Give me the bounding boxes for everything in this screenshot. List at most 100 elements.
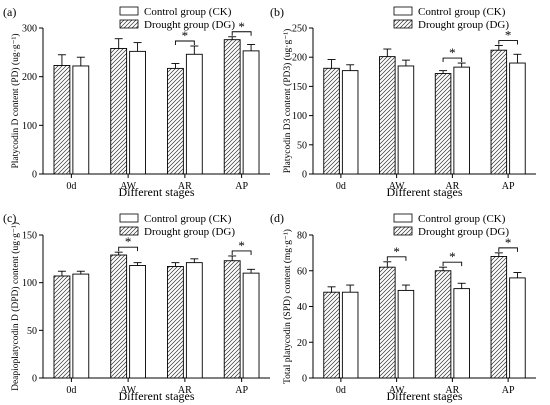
y-tick-label: 150 (22, 231, 37, 242)
y-tick-label: 0 (302, 374, 307, 385)
y-tick-label: 50 (27, 326, 37, 337)
y-tick-label: 100 (292, 111, 307, 122)
x-tick-label: AR (178, 385, 192, 396)
legend-label: Drought group (DG) (418, 226, 509, 238)
x-axis-label: Different stages (118, 185, 194, 199)
y-tick-label: 200 (292, 53, 307, 64)
x-axis-label: Different stages (118, 389, 194, 403)
legend: Control group (CK)Drought group (DG) (393, 213, 509, 238)
x-tick-label: 0d (66, 385, 76, 396)
chart-panel-c: (c) Control group (CK)Drought group (DG) 0… (3, 211, 270, 403)
bar-control-AR (185, 53, 203, 175)
x-axis-label: Different stages (386, 389, 462, 403)
significance-marker: * (505, 28, 512, 43)
legend-label: Drought group (DG) (144, 226, 235, 238)
panel-label: (a) (3, 5, 16, 19)
x-tick-label: AW (389, 385, 405, 396)
legend-label: Drought group (DG) (418, 19, 509, 31)
bar-control-AW (397, 65, 415, 175)
panel-label: (d) (270, 211, 284, 225)
legend-label: Control group (CK) (144, 6, 232, 18)
significance-marker: * (238, 238, 245, 253)
bar-drought-0d (323, 67, 340, 175)
significance-bracket (442, 261, 463, 267)
x-tick-label: AR (445, 181, 459, 192)
legend: Control group (CK)Drought group (DG) (393, 6, 509, 31)
bar-control-0d (341, 70, 359, 175)
bar-control-AP (509, 277, 526, 379)
x-tick-label: 0d (66, 181, 76, 192)
significance-bracket (174, 40, 195, 46)
bar-control-0d (341, 291, 359, 379)
bar-control-AP (242, 50, 260, 175)
bar-drought-AW (110, 254, 128, 379)
significance-marker: * (505, 235, 512, 250)
significance-marker: * (449, 45, 456, 60)
x-tick-label: AR (445, 385, 459, 396)
y-tick-label: 150 (292, 82, 307, 93)
legend-label: Control group (CK) (418, 6, 506, 18)
x-tick-label: AP (502, 385, 515, 396)
legend-label: Drought group (DG) (144, 19, 235, 31)
bar-control-AW (397, 289, 415, 379)
legend-swatch-hatched (393, 19, 413, 29)
x-tick-label: AW (120, 385, 136, 396)
legend: Control group (CK)Drought group (DG) (119, 213, 235, 238)
bar-control-AR (185, 262, 203, 379)
panel-label: (c) (3, 211, 16, 225)
legend-swatch-hatched (393, 226, 413, 236)
legend-swatch-hatched (119, 226, 139, 236)
significance-bracket (231, 31, 252, 36)
significance-bracket (386, 256, 407, 261)
significance-marker: * (238, 19, 245, 34)
bar-drought-AW (379, 266, 396, 379)
bar-drought-AW (379, 56, 396, 175)
bar-control-AR (453, 288, 470, 379)
bar-control-AR (453, 66, 470, 175)
bar-drought-AP (490, 256, 508, 379)
x-tick-label: AP (235, 181, 248, 192)
bar-control-0d (72, 273, 90, 379)
legend-label: Control group (CK) (144, 213, 232, 225)
x-tick-label: AP (235, 385, 248, 396)
legend: Control group (CK)Drought group (DG) (119, 6, 235, 31)
bar-control-AW (129, 50, 146, 175)
x-tick-label: AR (178, 181, 192, 192)
y-axis-label: Total platycodin (SPD) content (mg·g⁻¹) (282, 229, 293, 384)
significance-marker: * (449, 249, 456, 264)
significance-bracket (118, 246, 139, 252)
y-tick-label: 60 (297, 266, 307, 277)
panel-label: (b) (270, 5, 284, 19)
bar-control-AW (129, 265, 146, 379)
x-tick-label: AW (389, 181, 405, 192)
significance-bracket (498, 40, 518, 45)
significance-bracket (231, 250, 252, 255)
y-tick-label: 0 (32, 374, 37, 385)
y-axis-label: Deapioplatycodin D (DPD) content (ug·g⁻¹… (10, 222, 21, 391)
bar-drought-AR (434, 270, 452, 379)
bar-drought-AP (490, 49, 508, 175)
legend-swatch-open (119, 6, 139, 16)
bar-drought-AP (223, 260, 241, 379)
x-tick-label: 0d (336, 181, 346, 192)
bar-drought-AP (223, 39, 241, 175)
legend-swatch-hatched (119, 19, 139, 29)
chart-panel-d: (d) Control group (CK)Drought group (DG) 0… (270, 211, 536, 403)
y-tick-label: 80 (297, 231, 307, 242)
chart-panel-b: (b) Control group (CK)Drought group (DG) 0… (270, 5, 536, 199)
y-tick-label: 0 (32, 170, 37, 181)
x-tick-label: 0d (336, 385, 346, 396)
bar-control-AP (509, 62, 526, 175)
y-tick-label: 100 (22, 278, 37, 289)
x-tick-label: AW (120, 181, 136, 192)
bar-drought-0d (323, 291, 340, 379)
y-axis-label: Platycodin D3 content (PD3) (ug·g⁻¹) (282, 29, 293, 174)
y-tick-label: 40 (297, 302, 307, 313)
y-tick-label: 100 (22, 121, 37, 132)
x-tick-label: AP (502, 181, 515, 192)
y-tick-label: 300 (22, 24, 37, 35)
x-axis-label: Different stages (386, 185, 462, 199)
significance-marker: * (125, 234, 132, 249)
significance-marker: * (393, 244, 400, 259)
